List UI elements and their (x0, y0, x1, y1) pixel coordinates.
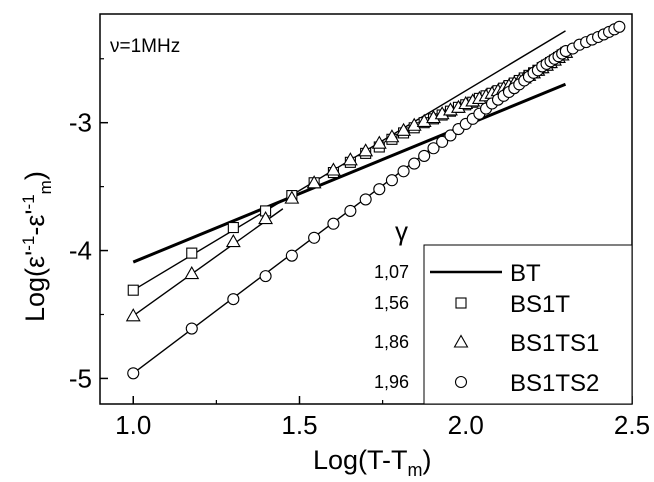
fit-line-bt (132, 82, 567, 264)
data-point-bs1ts2 (397, 165, 410, 178)
legend-label: BS1TS1 (510, 330, 599, 357)
data-point-bs1ts2 (373, 183, 386, 196)
data-point-bs1ts1 (371, 135, 387, 149)
data-point-bs1ts2 (436, 135, 449, 148)
data-point-bs1t (227, 221, 239, 234)
data-point-bs1t (186, 247, 198, 259)
legend-gamma-value: 1,96 (374, 372, 409, 392)
data-point-bs1ts2 (344, 204, 357, 217)
data-point-bs1t (127, 284, 139, 296)
data-point-bs1ts1 (384, 129, 400, 143)
data-point-bs1ts2 (327, 217, 340, 230)
data-point-bs1ts2 (359, 193, 372, 206)
data-point-bs1ts2 (444, 129, 457, 142)
x-axis-label: Log(T-Tm) (313, 445, 432, 480)
data-point-bs1ts1 (358, 143, 374, 157)
legend-gamma-header: γ (395, 216, 408, 246)
x-tick-label: 2.0 (448, 410, 484, 440)
legend-label: BS1TS2 (510, 370, 599, 397)
y-tick-label: -4 (69, 236, 92, 266)
data-point-bs1ts2 (227, 293, 240, 306)
data-point-bs1ts2 (613, 20, 626, 33)
data-point-bs1ts1 (396, 122, 412, 136)
data-point-bs1ts1 (225, 233, 241, 248)
data-point-bs1ts1 (342, 152, 358, 166)
legend-label: BS1T (510, 291, 570, 318)
frequency-annotation: ν=1MHz (110, 36, 180, 57)
data-point-bs1ts2 (385, 174, 398, 187)
data-point-bs1ts2 (427, 142, 440, 155)
data-point-bs1ts1 (306, 175, 322, 189)
data-point-bs1ts2 (308, 231, 321, 244)
data-point-bs1ts1 (184, 265, 200, 280)
legend-square-marker (455, 297, 467, 309)
y-axis-label: Log(ε'-1-ε'-1m) (19, 171, 55, 322)
legend-gamma-value: 1,07 (374, 262, 409, 282)
x-tick-label: 1.0 (115, 410, 151, 440)
x-tick-label: 1.5 (281, 410, 317, 440)
legend-gamma-value: 1,56 (374, 293, 409, 313)
legend-label: BT (510, 260, 541, 287)
data-point-bs1ts1 (416, 113, 432, 127)
data-point-bs1ts1 (284, 190, 300, 204)
y-tick-label: -3 (69, 108, 92, 138)
data-point-bs1ts1 (406, 117, 422, 131)
legend-gamma-value: 1,86 (374, 332, 409, 352)
data-point-bs1ts2 (408, 157, 421, 170)
legend-circle-marker (454, 375, 468, 389)
data-point-bs1ts2 (418, 149, 431, 162)
legend-triangle-marker (453, 334, 469, 348)
data-point-bs1ts2 (185, 322, 198, 335)
data-point-bs1ts1 (258, 210, 274, 225)
data-point-bs1ts1 (125, 308, 141, 322)
data-point-bs1ts2 (127, 367, 140, 380)
data-point-bs1ts1 (325, 162, 341, 176)
y-tick-label: -5 (69, 363, 92, 393)
data-point-bs1ts2 (259, 270, 272, 283)
x-tick-label: 2.5 (614, 410, 650, 440)
data-point-bs1ts2 (285, 249, 298, 262)
fit-line-bs1ts1 (132, 208, 284, 317)
